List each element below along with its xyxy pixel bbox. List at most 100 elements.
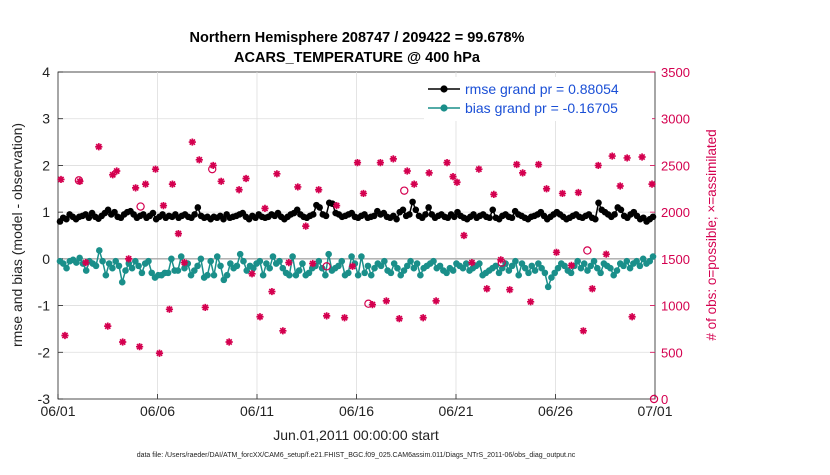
obs-assimilated-point	[119, 338, 127, 346]
bias-point	[305, 269, 313, 277]
obs-assimilated-point	[403, 167, 411, 175]
x-tick-label: 06/26	[538, 403, 573, 419]
x-tick-label: 06/01	[40, 403, 75, 419]
obs-assimilated-point	[141, 180, 150, 188]
bias-point	[276, 257, 283, 265]
bias-point	[204, 271, 211, 279]
rmse-point	[425, 204, 432, 211]
obs-possible-point	[322, 262, 331, 271]
rmse-point	[508, 214, 516, 222]
bias-point	[403, 262, 411, 270]
bias-point	[295, 267, 303, 274]
obs-assimilated-point	[453, 178, 461, 186]
bias-point	[325, 250, 332, 258]
obs-assimilated-point	[602, 250, 610, 258]
obs-assimilated-point	[340, 314, 349, 322]
obs-assimilated-point	[125, 255, 133, 263]
rmse-point	[85, 214, 93, 222]
legend-box	[424, 77, 652, 121]
bias-point	[459, 264, 467, 272]
chart-title-line2: ACARS_TEMPERATURE @ 400 hPa	[234, 50, 481, 66]
bias-point	[548, 274, 555, 281]
bias-point	[613, 267, 621, 274]
rmse-point	[406, 211, 413, 218]
bias-point	[338, 257, 346, 265]
obs-assimilated-point	[623, 154, 631, 162]
bias-point	[191, 267, 198, 274]
bias-point	[105, 260, 113, 267]
obs-assimilated-point	[389, 155, 397, 163]
rmse-point	[399, 206, 407, 214]
bias-point	[387, 269, 395, 277]
bias-point	[266, 264, 273, 272]
obs-assimilated-point	[449, 173, 457, 181]
bias-point	[620, 262, 627, 270]
bias-point	[476, 260, 483, 267]
bias-point	[92, 262, 100, 270]
bias-point	[197, 255, 205, 263]
bias-point	[286, 271, 293, 279]
obs-assimilated-point	[168, 180, 177, 188]
rmse-point	[592, 215, 599, 223]
rmse-point	[412, 206, 420, 214]
bias-point	[400, 267, 408, 274]
rmse-point	[649, 213, 657, 221]
rmse-point	[111, 208, 118, 216]
bias-point	[99, 257, 106, 265]
bias-point	[96, 247, 103, 254]
rmse-point	[450, 213, 458, 221]
obs-assimilated-point	[348, 262, 357, 270]
chart-title: Northern Hemisphere 208747 / 209422 = 99…	[190, 30, 525, 66]
bias-point	[636, 262, 644, 270]
obs-assimilated-point	[443, 159, 451, 167]
bias-point	[289, 253, 296, 260]
bias-point	[377, 262, 385, 270]
bias-point	[138, 269, 146, 277]
rmse-point	[489, 206, 497, 214]
bias-point	[597, 269, 604, 277]
y-tick-label-right: 500	[661, 345, 683, 360]
bias-point	[587, 262, 595, 270]
bias-point	[217, 262, 224, 270]
obs-assimilated-point	[279, 327, 287, 335]
y-tick-label-left: 4	[42, 64, 50, 80]
obs-assimilated-point	[534, 160, 543, 169]
obs-assimilated-point	[132, 184, 140, 192]
bias-point	[243, 267, 251, 274]
obs-possible-point	[74, 176, 84, 185]
x-tick-label: 06/06	[140, 403, 175, 419]
bias-point	[315, 257, 323, 265]
obs-assimilated-point	[648, 180, 656, 188]
bias-point	[148, 269, 156, 277]
bias-point	[462, 260, 470, 267]
obs-assimilated-point	[432, 297, 440, 305]
y-tick-label-right: 2000	[661, 205, 690, 220]
bias-point	[213, 253, 221, 260]
bias-point	[174, 267, 182, 274]
bias-point	[508, 262, 516, 270]
obs-assimilated-point	[323, 312, 331, 320]
bias-point	[256, 257, 264, 265]
obs-assimilated-point	[261, 204, 269, 213]
bias-point	[76, 254, 83, 262]
obs-assimilated-point	[61, 331, 69, 340]
bias-point	[164, 269, 172, 277]
y-tick-label-left: -3	[38, 391, 51, 407]
obs-assimilated-point	[302, 222, 310, 230]
x-axis-label: Jun.01,2011 00:00:00 start	[273, 427, 439, 443]
bias-point	[531, 267, 539, 274]
bias-point	[187, 271, 195, 279]
axis-ticks: 06/01 06/06 06/11 06/16 06/21 06/26 07/0143210…	[38, 64, 690, 419]
obs-possible-point	[136, 202, 145, 211]
y-tick-label-left: -2	[38, 344, 51, 360]
obs-assimilated-point	[475, 165, 483, 173]
rmse-point	[149, 209, 157, 217]
obs-assimilated-point	[382, 297, 390, 305]
obs-assimilated-point	[235, 186, 243, 194]
bias-point	[109, 264, 116, 272]
bias-point	[125, 260, 133, 267]
legend-bias-marker	[440, 104, 448, 112]
rmse-point	[617, 206, 625, 214]
bias-point	[410, 264, 418, 272]
bias-point	[269, 253, 277, 260]
